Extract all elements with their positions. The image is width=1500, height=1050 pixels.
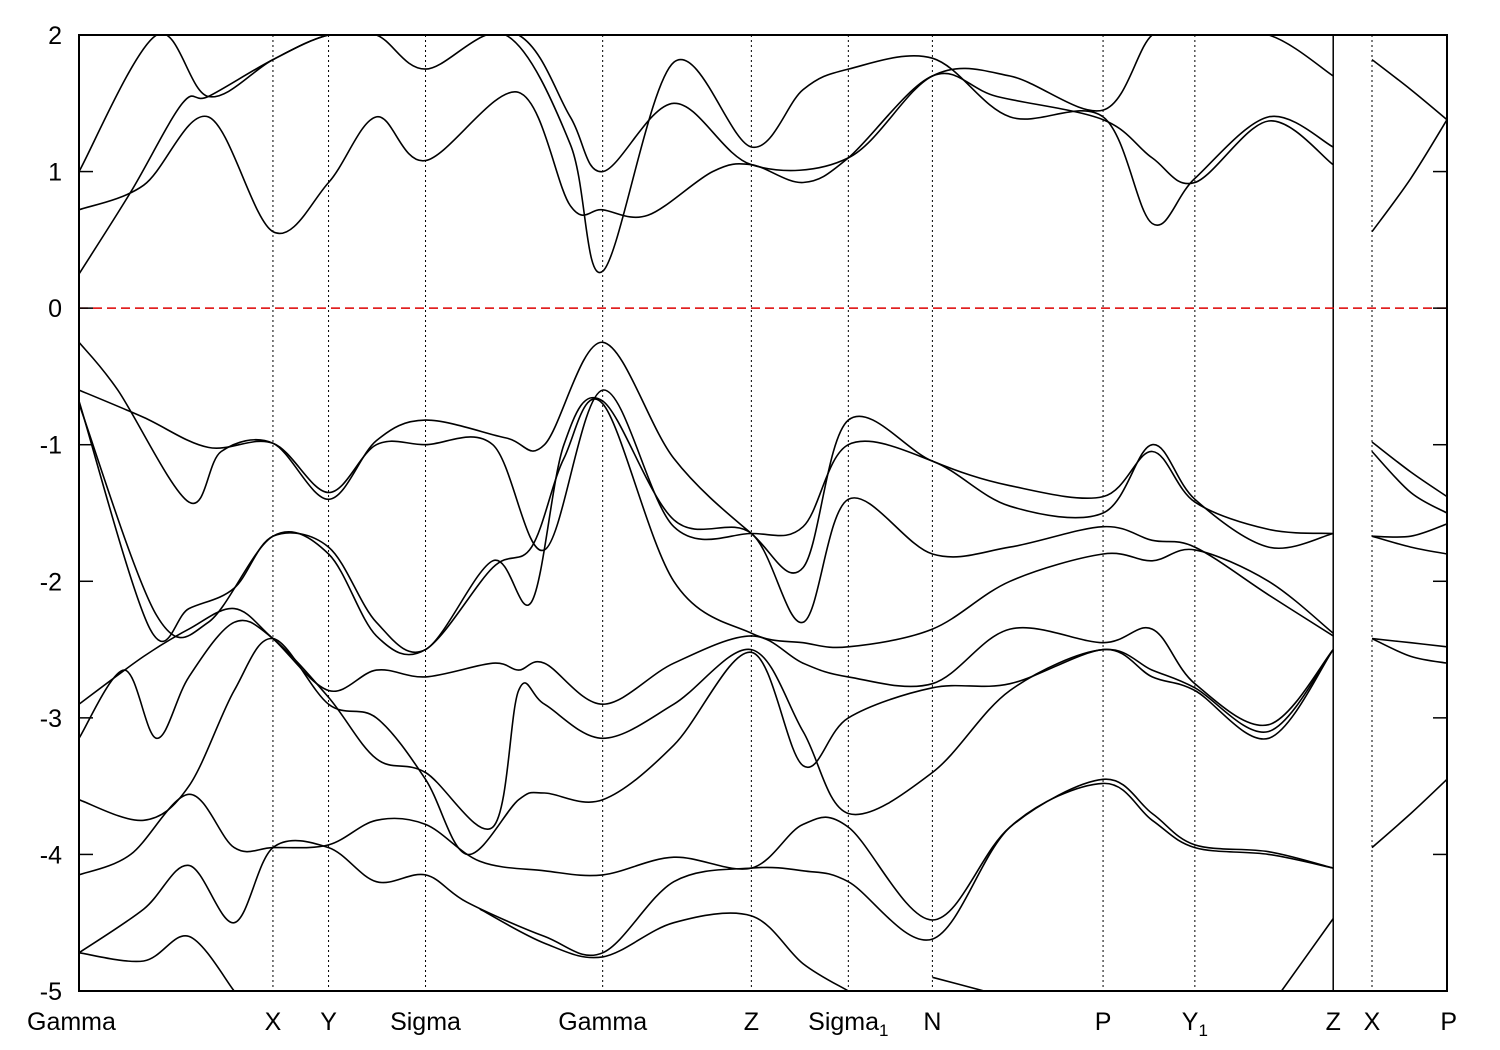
band-line-10: [79, 619, 1334, 830]
y-axis-ticks: -5 -4 -3 -2 -1 0 1 2: [40, 22, 1447, 1006]
x-tick-label-9: Y1: [1182, 1008, 1208, 1040]
x-tick-label-11: X: [1364, 1008, 1381, 1036]
x-tick-sub-6: 1: [879, 1021, 888, 1040]
plot-frame: [78, 34, 1448, 992]
y-tick-label-7: 2: [48, 22, 62, 50]
band-line-5: [79, 341, 1334, 574]
x-tick-label-3: Sigma: [390, 1008, 461, 1036]
x-axis-ticks: Gamma X Y Sigma Gamma Z Sigma1 N P Y1 Z X P: [27, 1008, 1457, 1040]
y-tick-label-4: -1: [40, 432, 62, 460]
band-series: [79, 35, 1447, 991]
y-tick-label-6: 1: [48, 159, 62, 187]
x-tick-label-2: Y: [320, 1008, 337, 1036]
y-tick-label-3: -2: [40, 568, 62, 596]
y-tick-label-1: -4: [40, 841, 62, 869]
x-tick-label-12: P: [1440, 1008, 1457, 1036]
band-line-18: [1371, 441, 1447, 498]
band-line-21: [1371, 535, 1447, 555]
band-line-0: [79, 35, 1334, 275]
band-line-4: [1371, 119, 1447, 233]
x-tick-label-4: Gamma: [558, 1008, 647, 1036]
band-line-19: [1371, 450, 1447, 514]
x-tick-label-7: N: [923, 1008, 941, 1036]
x-tick-label-10: Z: [1326, 1008, 1341, 1036]
band-line-20: [1371, 523, 1447, 538]
band-line-14: [79, 935, 235, 991]
band-line-16: [932, 976, 985, 991]
band-line-17: [1280, 918, 1334, 991]
band-line-7: [79, 396, 1334, 654]
band-line-6: [79, 389, 1334, 552]
band-line-23: [1371, 637, 1447, 664]
band-line-15: [479, 908, 849, 991]
band-line-3: [1371, 58, 1447, 121]
band-line-8: [79, 398, 1334, 656]
y-tick-label-0: -5: [40, 978, 62, 1006]
grid-lines: [272, 35, 1373, 991]
y-tick-label-2: -3: [40, 705, 62, 733]
band-line-24: [1371, 778, 1447, 849]
band-line-22: [1371, 637, 1447, 648]
band-line-11: [79, 637, 1334, 856]
band-line-1: [79, 72, 1334, 235]
x-tick-label-6: Sigma1: [808, 1008, 888, 1040]
x-tick-label-0: Gamma: [27, 1008, 116, 1036]
y-tick-label-5: 0: [48, 295, 62, 323]
band-line-12: [79, 778, 1334, 921]
band-line-2: [79, 35, 1334, 274]
band-line-13: [79, 782, 1334, 957]
x-tick-label-5: Z: [744, 1008, 759, 1036]
x-tick-label-1: X: [265, 1008, 282, 1036]
x-tick-label-8: P: [1095, 1008, 1112, 1036]
x-tick-sub-9: 1: [1198, 1021, 1207, 1040]
